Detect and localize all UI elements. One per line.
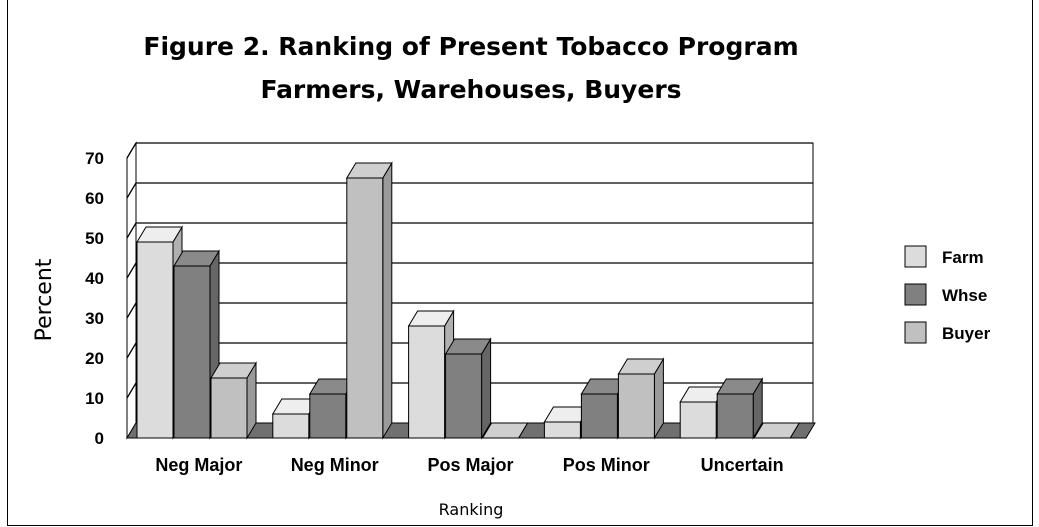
bar-whse-uncertain [716, 377, 764, 440]
legend-item-farm: Farm [904, 245, 984, 268]
legend-swatch [904, 283, 927, 306]
legend-label: Buyer [942, 324, 991, 343]
legend: Farm Whse Buyer [904, 245, 991, 344]
chart-title: Figure 2. Ranking of Present Tobacco Pro… [143, 32, 798, 61]
y-tick-label: 50 [85, 229, 104, 248]
legend-swatch [904, 245, 927, 268]
gridline-side [126, 142, 137, 159]
x-tick-label-pos-minor: Pos Minor [563, 455, 650, 475]
bar-side [481, 337, 492, 440]
bar-side [382, 161, 393, 440]
bar-front [445, 353, 483, 439]
y-axis-label: Percent [32, 258, 57, 341]
gridline-side [126, 182, 137, 199]
bar-front [617, 373, 655, 439]
gridline-side [126, 262, 137, 279]
bar-farm-neg-minor [271, 397, 319, 440]
bar-front [210, 377, 248, 439]
bar-top [753, 422, 801, 439]
gridline-side [126, 382, 137, 399]
bar-front [346, 177, 384, 439]
bar-front [173, 265, 211, 439]
gridline-side [126, 342, 137, 359]
y-axis-ticks: 0 10 20 30 40 50 60 70 [85, 149, 104, 448]
y-tick-label: 0 [95, 429, 104, 448]
gridline-side [126, 302, 137, 319]
legend-item-whse: Whse [904, 283, 987, 306]
x-axis-categories: Neg Major Neg Minor Pos Major Pos Minor Unce… [155, 455, 783, 475]
bar-front [543, 421, 581, 439]
bar-buyer-pos-major [481, 422, 529, 439]
legend-swatch [904, 321, 927, 344]
y-tick-label: 70 [85, 149, 104, 168]
y-tick-label: 30 [85, 309, 104, 328]
x-tick-label-uncertain: Uncertain [701, 455, 784, 475]
y-tick-label: 20 [85, 349, 104, 368]
x-tick-label-neg-major: Neg Major [155, 455, 242, 475]
x-tick-label-neg-minor: Neg Minor [291, 455, 379, 475]
legend-label: Whse [942, 286, 987, 305]
bar-buyer-neg-minor [345, 161, 393, 440]
legend-label: Farm [942, 248, 984, 267]
y-tick-label: 40 [85, 269, 104, 288]
bar-front [580, 393, 618, 439]
bar-buyer-uncertain [753, 422, 801, 439]
legend-item-buyer: Buyer [904, 321, 991, 344]
y-tick-label: 10 [85, 389, 104, 408]
x-axis-label: Ranking [439, 500, 504, 519]
x-tick-label-pos-major: Pos Major [427, 455, 513, 475]
bar-front [136, 241, 174, 439]
y-tick-label: 60 [85, 189, 104, 208]
bar-whse-pos-major [444, 337, 492, 440]
bars [136, 161, 801, 440]
bar-front [679, 401, 717, 439]
bar-top [481, 422, 529, 439]
bar-front [716, 393, 754, 439]
bar-farm-pos-minor [543, 405, 591, 440]
bar-front [309, 393, 347, 439]
bar-whse-neg-major [173, 249, 220, 440]
chart-frame [7, 0, 1033, 526]
bar-buyer-neg-major [210, 361, 257, 440]
bar-front [272, 413, 310, 439]
side-wall [126, 141, 137, 440]
gridline-side [126, 222, 137, 239]
bar-buyer-pos-minor [617, 357, 665, 440]
bar-front [408, 325, 446, 439]
chart-subtitle: Farmers, Warehouses, Buyers [260, 75, 681, 104]
